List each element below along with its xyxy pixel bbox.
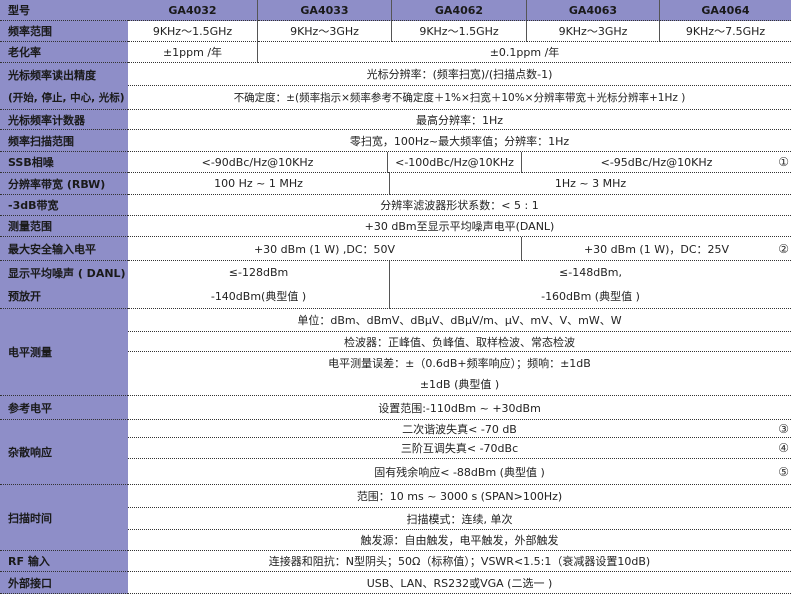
cursor-accuracy-sublabel: (开始, 停止, 中心, 光标) bbox=[0, 86, 128, 110]
freq-range-label: 频率范围 bbox=[0, 21, 128, 42]
spur-harmonic: 二次谐波失真< -70 dB ③ bbox=[128, 420, 791, 438]
danl-spec: ≤-128dBm bbox=[228, 265, 289, 279]
rf-value: 连接器和阻抗：N型阴头；50Ω（标称值）；VSWR<1.5:1（衰减器设置10d… bbox=[128, 551, 791, 572]
ssb-label: SSB相噪 bbox=[0, 152, 128, 173]
footnote-marker: ① bbox=[778, 155, 789, 169]
model-ga4033: GA4033 bbox=[258, 0, 392, 21]
spur-residual: 固有残余响应< -88dBm (典型值 ) ⑤ bbox=[128, 459, 791, 485]
danl-value: ≤-128dBm -140dBm(典型值 ) bbox=[128, 261, 390, 309]
counter-value: 最高分辨率：1Hz bbox=[128, 110, 791, 130]
cursor-accuracy-label: 光标频率读出精度 bbox=[0, 63, 128, 86]
max-input-value-text: +30 dBm (1 W)，DC：25V bbox=[583, 242, 730, 256]
bw3db-value: 分辨率滤波器形状系数：< 5 : 1 bbox=[128, 195, 791, 216]
spur-text: 三阶互调失真< -70dBc bbox=[400, 442, 519, 455]
footnote-marker: ② bbox=[778, 241, 789, 256]
ext-value: USB、LAN、RS232或VGA (二选一 ) bbox=[128, 572, 791, 594]
sweep-label: 扫描时间 bbox=[0, 485, 128, 551]
spur-label: 杂散响应 bbox=[0, 420, 128, 485]
footnote-marker: ③ bbox=[778, 421, 789, 436]
max-input-value: +30 dBm (1 W) ,DC：50V bbox=[128, 237, 522, 261]
level-units: 单位：dBm、dBmV、dBμV、dBμV/m、μV、mV、V、mW、W bbox=[128, 309, 791, 332]
sweep-trigger: 触发源：自由触发，电平触发，外部触发 bbox=[128, 530, 791, 551]
freq-range-value: 9KHz～3GHz bbox=[527, 21, 660, 42]
ext-label: 外部接口 bbox=[0, 572, 128, 594]
max-input-value: +30 dBm (1 W)，DC：25V ② bbox=[522, 237, 791, 261]
span-value: 零扫宽，100Hz~最大频率值；分辨率：1Hz bbox=[128, 130, 791, 152]
meas-range-value: +30 dBm至显示平均噪声电平(DANL) bbox=[128, 216, 791, 237]
danl-label: 显示平均噪声 ( DANL) 预放开 bbox=[0, 261, 128, 309]
ssb-value: <-100dBc/Hz@10KHz bbox=[388, 152, 522, 173]
footnote-marker: ④ bbox=[778, 441, 789, 455]
freq-range-value: 9KHz～3GHz bbox=[258, 21, 392, 42]
level-error-typical: ±1dB (典型值 ) bbox=[419, 378, 500, 392]
model-ga4063: GA4063 bbox=[527, 0, 660, 21]
model-ga4062: GA4062 bbox=[392, 0, 527, 21]
ref-label: 参考电平 bbox=[0, 396, 128, 420]
freq-range-value: 9KHz～7.5GHz bbox=[660, 21, 791, 42]
ssb-value-text: <-95dBc/Hz@10KHz bbox=[600, 155, 713, 169]
level-detectors: 检波器：正峰值、负峰值、取样检波、常态检波 bbox=[128, 332, 791, 352]
ref-value: 设置范围:-110dBm ~ +30dBm bbox=[128, 396, 791, 420]
sweep-range: 范围：10 ms ~ 3000 s (SPAN>100Hz) bbox=[128, 485, 791, 508]
sweep-mode: 扫描模式：连续, 单次 bbox=[128, 508, 791, 530]
meas-range-label: 测量范围 bbox=[0, 216, 128, 237]
aging-label: 老化率 bbox=[0, 42, 128, 63]
danl-typical: -160dBm (典型值 ) bbox=[541, 289, 640, 303]
aging-value: ±0.1ppm /年 bbox=[258, 42, 791, 63]
bw3db-label: -3dB带宽 bbox=[0, 195, 128, 216]
level-error-text: 电平测量误差：±（0.6dB+频率响应）；频响：±1dB bbox=[328, 356, 591, 370]
danl-value: ≤-148dBm, -160dBm (典型值 ) bbox=[390, 261, 791, 309]
rf-label: RF 输入 bbox=[0, 551, 128, 572]
aging-value: ±1ppm /年 bbox=[128, 42, 258, 63]
ssb-value: <-95dBc/Hz@10KHz ① bbox=[522, 152, 791, 173]
rbw-label: 分辨率带宽 (RBW) bbox=[0, 173, 128, 195]
cursor-resolution: 光标分辨率：(频率扫宽)/(扫描点数-1) bbox=[128, 63, 791, 86]
level-label: 电平测量 bbox=[0, 309, 128, 396]
danl-spec: ≤-148dBm, bbox=[559, 265, 622, 279]
cursor-uncertainty: 不确定度：±(频率指示×频率参考不确定度＋1%×扫宽＋10%×分辨率带宽＋光标分… bbox=[128, 86, 791, 110]
level-error: 电平测量误差：±（0.6dB+频率响应）；频响：±1dB ±1dB (典型值 ) bbox=[128, 352, 791, 396]
span-label: 频率扫描范围 bbox=[0, 130, 128, 152]
footnote-marker: ⑤ bbox=[778, 464, 789, 479]
danl-label-text: 显示平均噪声 ( DANL) bbox=[8, 266, 126, 280]
ssb-value: <-90dBc/Hz@10KHz bbox=[128, 152, 388, 173]
model-ga4032: GA4032 bbox=[128, 0, 258, 21]
model-ga4064: GA4064 bbox=[660, 0, 791, 21]
header-label: 型号 bbox=[0, 0, 128, 21]
spur-intermod: 三阶互调失真< -70dBc ④ bbox=[128, 438, 791, 459]
spur-text: 固有残余响应< -88dBm (典型值 ) bbox=[374, 465, 545, 479]
danl-typical: -140dBm(典型值 ) bbox=[210, 289, 307, 303]
freq-range-value: 9KHz～1.5GHz bbox=[392, 21, 527, 42]
counter-label: 光标频率计数器 bbox=[0, 110, 128, 130]
spur-text: 二次谐波失真< -70 dB bbox=[402, 422, 517, 436]
rbw-value: 1Hz ~ 3 MHz bbox=[390, 173, 791, 195]
freq-range-value: 9KHz～1.5GHz bbox=[128, 21, 258, 42]
max-input-label: 最大安全输入电平 bbox=[0, 237, 128, 261]
rbw-value: 100 Hz ~ 1 MHz bbox=[128, 173, 390, 195]
danl-sublabel: 预放开 bbox=[8, 290, 41, 304]
